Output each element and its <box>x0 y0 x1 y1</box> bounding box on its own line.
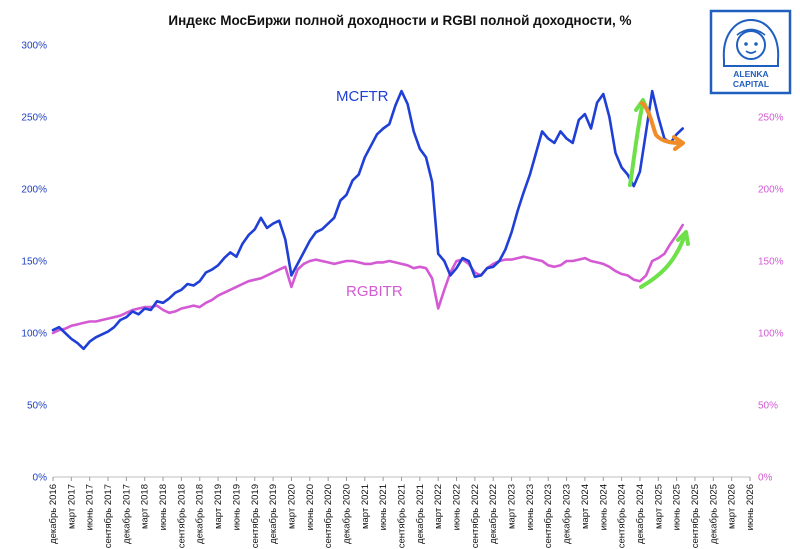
y-tick-left: 100% <box>21 329 47 340</box>
x-tick-label: декабрь 2020 <box>341 484 352 544</box>
green-arrow-up-mcftr <box>628 100 645 187</box>
y-tick-right: 150% <box>758 257 784 268</box>
x-tick-label: июнь 2023 <box>525 484 536 530</box>
x-tick-label: сентябрь 2017 <box>103 484 114 548</box>
y-tick-left: 300% <box>21 41 47 52</box>
logo-text-line2: CAPITAL <box>733 79 769 89</box>
alenka-capital-logo: ALENKA CAPITAL <box>709 9 792 95</box>
x-tick-label: сентябрь 2025 <box>690 484 701 548</box>
series-label-rgbitr: RGBITR <box>346 283 403 300</box>
x-tick-label: март 2019 <box>213 484 224 529</box>
x-tick-label: декабрь 2021 <box>415 484 426 544</box>
series-label-mcftr: MCFTR <box>336 88 389 105</box>
x-tick-label: март 2025 <box>653 484 664 529</box>
logo-text-line1: ALENKA <box>733 69 768 79</box>
x-tick-label: сентябрь 2020 <box>323 484 334 548</box>
x-tick-label: декабрь 2024 <box>635 484 646 544</box>
x-tick-label: сентябрь 2023 <box>543 484 554 548</box>
x-tick-label: июнь 2022 <box>452 484 463 530</box>
x-tick-label: июнь 2018 <box>158 484 169 530</box>
orange-arrow-mcftr <box>640 101 684 145</box>
y-tick-right: 0% <box>758 473 773 484</box>
y-tick-left: 150% <box>21 257 47 268</box>
series-line-rgbitr <box>51 223 685 335</box>
annotation-arrows <box>628 98 690 289</box>
green-arrow-up-rgbi <box>639 233 687 289</box>
x-tick-label: сентябрь 2021 <box>397 484 408 548</box>
x-tick-label: март 2017 <box>66 484 77 529</box>
x-tick-label: декабрь 2023 <box>562 484 573 544</box>
y-axis-left: 0% 50% 100% 150% 200% 250% 300% <box>21 41 47 484</box>
x-tick-label: июнь 2025 <box>672 484 683 530</box>
y-tick-left: 200% <box>21 185 47 196</box>
x-tick-label: июнь 2019 <box>231 484 242 530</box>
x-tick-label: сентябрь 2019 <box>250 484 261 548</box>
x-tick-label: март 2024 <box>580 484 591 529</box>
x-tick-label: июнь 2026 <box>745 484 756 530</box>
x-tick-label: сентябрь 2022 <box>470 484 481 548</box>
orange-arrow-mcftr-head <box>672 135 685 151</box>
series-layer <box>51 89 685 351</box>
x-tick-label: декабрь 2025 <box>708 484 719 544</box>
y-axis-right: 0% 50% 100% 150% 200% 250% <box>758 113 784 484</box>
x-tick-label: март 2026 <box>727 484 738 529</box>
y-tick-left: 50% <box>27 401 47 412</box>
x-tick-label: июнь 2017 <box>85 484 96 530</box>
x-tick-label: сентябрь 2018 <box>176 484 187 548</box>
y-tick-right: 250% <box>758 113 784 124</box>
y-tick-left: 250% <box>21 113 47 124</box>
x-tick-label: сентябрь 2024 <box>617 484 628 548</box>
y-tick-right: 100% <box>758 329 784 340</box>
y-tick-right: 50% <box>758 401 778 412</box>
x-tick-label: июнь 2021 <box>378 484 389 530</box>
x-tick-label: декабрь 2016 <box>48 484 59 544</box>
y-tick-left: 0% <box>33 473 48 484</box>
x-tick-label: март 2020 <box>286 484 297 529</box>
x-tick-label: март 2022 <box>433 484 444 529</box>
green-arrow-up-rgbi-head <box>676 230 690 246</box>
x-tick-label: декабрь 2019 <box>268 484 279 544</box>
x-tick-label: декабрь 2018 <box>195 484 206 544</box>
x-tick-label: декабрь 2022 <box>488 484 499 544</box>
series-line-mcftr <box>51 89 685 351</box>
x-tick-label: март 2018 <box>140 484 151 529</box>
y-tick-right: 200% <box>758 185 784 196</box>
chart-title: Индекс МосБиржи полной доходности и RGBI… <box>168 13 631 28</box>
x-tick-label: декабрь 2017 <box>121 484 132 544</box>
x-axis: декабрь 2016 март 2017 июнь 2017 сентябрь 2… <box>48 476 756 548</box>
x-tick-label: март 2023 <box>507 484 518 529</box>
x-tick-label: июнь 2020 <box>305 484 316 530</box>
x-tick-label: июнь 2024 <box>598 484 609 530</box>
x-tick-label: март 2021 <box>360 484 371 529</box>
